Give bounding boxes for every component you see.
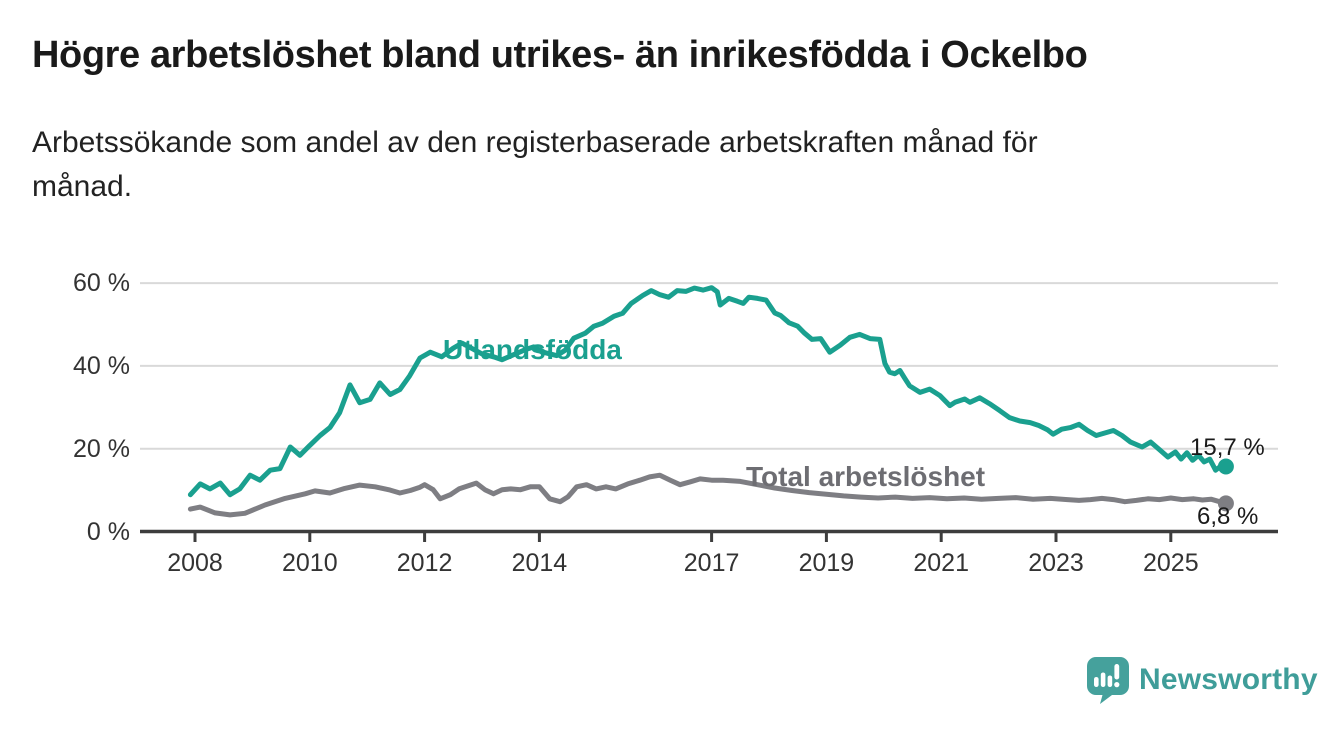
- end-value-label-total: 6,8 %: [1197, 503, 1259, 530]
- x-tick-label-2012: 2012: [396, 549, 453, 577]
- y-tick-label-40: 40 %: [73, 351, 130, 380]
- x-tick-label-2019: 2019: [798, 549, 855, 577]
- x-tick-label-2010: 2010: [281, 549, 338, 577]
- y-tick-label-60: 60 %: [73, 269, 130, 298]
- chart-subtitle-line-1: Arbetssökande som andel av den registerb…: [32, 126, 1038, 159]
- series-line-utlandsfodda: [187, 285, 1229, 498]
- x-tick-label-2014: 2014: [511, 549, 568, 577]
- x-tick-label-2008: 2008: [167, 549, 223, 577]
- series-line-total: [187, 472, 1229, 518]
- newsworthy-logo-icon: [1087, 657, 1129, 704]
- x-tick-label-2021: 2021: [913, 549, 969, 577]
- series-end-dot-total: [1217, 495, 1234, 512]
- end-value-label-utlandsfodda: 15,7 %: [1190, 434, 1265, 461]
- series-end-dot-utlandsfodda: [1217, 458, 1234, 475]
- y-tick-label-0: 0 %: [86, 517, 130, 546]
- y-tick-label-20: 20 %: [73, 434, 130, 463]
- chart-subtitle-line-2: månad.: [32, 170, 133, 203]
- series-label-total-arbetsloshet: Total arbetslöshet: [746, 461, 986, 492]
- x-tick-label-2023: 2023: [1028, 549, 1084, 577]
- page-title: Högre arbetslöshet bland utrikes- än inr…: [32, 34, 1088, 76]
- x-tick-label-2025: 2025: [1142, 549, 1199, 577]
- x-tick-label-2017: 2017: [683, 549, 740, 577]
- series-label-utlandsfodda: Utlandsfödda: [443, 334, 622, 365]
- newsworthy-logo-text: Newsworthy: [1139, 663, 1318, 696]
- newsworthy-logo: Newsworthy: [1086, 656, 1318, 704]
